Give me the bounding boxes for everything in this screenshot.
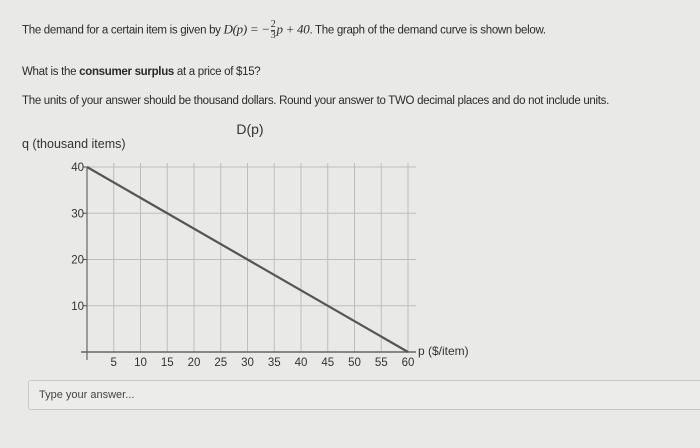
x-axis-label: p ($/item)	[418, 344, 469, 358]
x-tick-label: 55	[375, 357, 388, 369]
y-tick-label: 10	[71, 301, 84, 313]
y-tick-label: 40	[71, 162, 84, 174]
x-tick-label: 50	[348, 357, 361, 369]
x-tick-label: 30	[241, 357, 254, 369]
answer-input[interactable]	[28, 380, 700, 410]
demand-curve	[86, 166, 409, 353]
x-tick-label: 10	[134, 357, 147, 369]
y-tick-label: 30	[71, 208, 84, 220]
function-lhs: D(p) = −	[223, 21, 271, 37]
question-line-prompt: What is the consumer surplus at a price …	[22, 66, 261, 78]
frac-num: 2	[270, 19, 276, 31]
x-tick-label: 60	[402, 357, 415, 369]
text: at a price of $15?	[174, 66, 261, 78]
x-tick-label: 20	[188, 357, 201, 369]
x-tick-label: 40	[295, 357, 308, 369]
y-tick-label: 20	[71, 255, 84, 267]
demand-chart: D(p) q (thousand items) p ($/item) 5 10 15…	[22, 121, 469, 369]
y-axis-label: q (thousand items)	[22, 137, 126, 151]
text: . The graph of the demand curve is shown…	[309, 24, 546, 37]
chart-title: D(p)	[236, 121, 263, 137]
text: What is the	[22, 66, 80, 78]
x-tick-label: 5	[111, 357, 117, 369]
x-tick-label: 35	[268, 357, 281, 369]
text: The demand for a certain item is given b…	[22, 24, 224, 37]
x-tick-label: 45	[321, 357, 334, 369]
question-line-demand: The demand for a certain item is given b…	[22, 20, 546, 41]
bold-term: consumer surplus	[79, 66, 175, 78]
frac-den: 3	[270, 30, 276, 41]
question-line-instructions: The units of your answer should be thous…	[22, 95, 610, 107]
x-tick-label: 15	[161, 357, 174, 369]
x-tick-label: 25	[214, 357, 227, 369]
function-rhs: p + 40	[276, 21, 310, 37]
